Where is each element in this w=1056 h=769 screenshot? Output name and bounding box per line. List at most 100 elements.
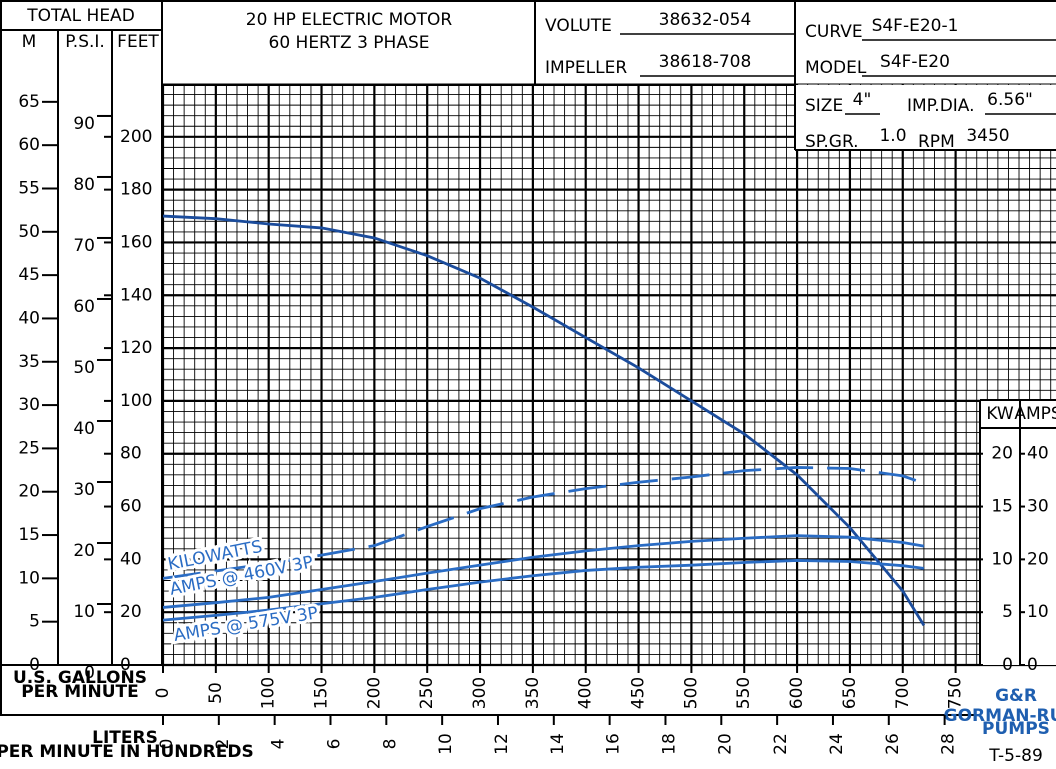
y-tick-label: 30 (18, 395, 40, 415)
header: TOTAL HEAD (26, 6, 135, 26)
x2-tick-label: 0 (157, 739, 177, 750)
y-tick-label: 65 (18, 92, 40, 112)
y-tick-label: 20 (1027, 549, 1049, 569)
chart-title: 20 HP ELECTRIC MOTOR (246, 10, 453, 30)
x-tick-label: 700 (893, 677, 913, 709)
y-tick-label: 180 (120, 180, 152, 200)
y-tick-label: 20 (120, 602, 142, 622)
x-tick-label: 350 (523, 677, 543, 709)
y-tick-label: 5 (29, 612, 40, 632)
series-line (162, 559, 925, 622)
x-tick-label: 0 (153, 688, 173, 699)
y-tick-label: 200 (120, 127, 152, 147)
x-axis-label: PER MINUTE (21, 682, 139, 702)
x-tick-label: 150 (312, 677, 332, 709)
x2-tick-label: 2 (213, 739, 233, 750)
y-tick-label: 35 (18, 352, 40, 372)
y-tick-label: 20 (991, 444, 1013, 464)
info-panel-bg (795, 85, 1056, 150)
y-tick-label: 90 (73, 114, 95, 134)
x2-tick-label: 26 (883, 733, 903, 755)
y-tick-label: 100 (120, 391, 152, 411)
y-tick-label: 50 (18, 222, 40, 242)
x2-tick-label: 4 (269, 739, 289, 750)
info-label: SP.GR. (805, 132, 859, 152)
y-tick-label: 40 (1027, 444, 1049, 464)
y-tick-label: 60 (18, 135, 40, 155)
y-tick-label: 40 (73, 419, 95, 439)
info-value: 4" (853, 90, 872, 110)
x2-tick-label: 16 (604, 733, 624, 755)
x-tick-label: 650 (840, 677, 860, 709)
y-axis-label: AMPS (1014, 404, 1056, 424)
y-tick-label: 50 (73, 358, 95, 378)
series-line (162, 466, 925, 580)
y-tick-label: 20 (73, 541, 95, 561)
x-tick-label: 200 (364, 677, 384, 709)
overlay: 0 50 100 150 200 250 300 350 400 450 500 550 600 650 7… (18, 10, 1056, 755)
y-tick-label: 25 (18, 438, 40, 458)
y-tick-label: 45 (18, 265, 40, 285)
y-tick-label: 80 (120, 444, 142, 464)
y-axis-label: P.S.I. (65, 32, 105, 52)
y-tick-label: 140 (120, 285, 152, 305)
info-label: MODEL (805, 58, 867, 78)
y-tick-label: 0 (120, 655, 131, 675)
logo-pumps: PUMPS (982, 719, 1050, 739)
series-line (162, 534, 925, 609)
drawing-code: T-5-89 (988, 746, 1043, 766)
x-axis-label: U.S. GALLONS (13, 668, 147, 688)
y-tick-label: 80 (73, 175, 95, 195)
x2-tick-label: 20 (715, 733, 735, 755)
x-tick-label: 300 (470, 677, 490, 709)
y-axis-label: M (22, 32, 37, 52)
x-tick-label: 750 (946, 677, 966, 709)
y-axis-label: FEET (117, 32, 159, 52)
x2-tick-label: 12 (492, 733, 512, 755)
x-tick-label: 400 (576, 677, 596, 709)
info-value: 38632-054 (659, 10, 752, 30)
info-value: 1.0 (879, 126, 906, 146)
x-tick-label: 250 (417, 677, 437, 709)
y-tick-label: 15 (991, 497, 1013, 517)
info-value: 38618-708 (659, 52, 752, 72)
y-tick-label: 30 (73, 480, 95, 500)
x2-tick-label: 6 (324, 739, 344, 750)
x-tick-label: 100 (259, 677, 279, 709)
y-tick-label: 160 (120, 232, 152, 252)
logo: G&R GORMAN-RUPP PUMPS (944, 686, 1056, 739)
series-line (162, 214, 926, 627)
y-tick-label: 30 (1027, 497, 1049, 517)
x2-axis-label: PER MINUTE IN HUNDREDS (0, 742, 254, 762)
x2-tick-label: 8 (380, 739, 400, 750)
info-label: VOLUTE (545, 16, 612, 36)
curves (162, 214, 926, 627)
y-tick-label: 10 (73, 602, 95, 622)
info-label: RPM (918, 132, 955, 152)
y-tick-label: 40 (18, 308, 40, 328)
x2-tick-label: 24 (827, 733, 847, 755)
x-tick-label: 50 (206, 682, 226, 704)
y-tick-label: 60 (73, 297, 95, 317)
info-label: SIZE (805, 96, 843, 116)
y-tick-label: 0 (1002, 655, 1013, 675)
kw-amps-panel-bg (980, 400, 1056, 665)
x2-tick-label: 18 (659, 733, 679, 755)
x-tick-label: 550 (734, 677, 754, 709)
y-tick-label: 10 (18, 568, 40, 588)
y-tick-label: 10 (1027, 602, 1049, 622)
y-axis-label: KW (986, 404, 1014, 424)
info-label: IMP.DIA. (907, 96, 975, 116)
y-tick-label: 10 (991, 549, 1013, 569)
logo-mark: G&R (995, 686, 1037, 706)
logo-name: GORMAN-RUPP (944, 706, 1056, 726)
x2-tick-label: 22 (771, 733, 791, 755)
info-value: S4F-E20 (880, 52, 950, 72)
chart-subtitle: 60 HERTZ 3 PHASE (269, 33, 430, 53)
x-tick-label: 600 (787, 677, 807, 709)
x2-tick-label: 14 (548, 733, 568, 755)
y-tick-label: 70 (73, 236, 95, 256)
y-tick-label: 55 (18, 178, 40, 198)
y-tick-label: 0 (29, 655, 40, 675)
